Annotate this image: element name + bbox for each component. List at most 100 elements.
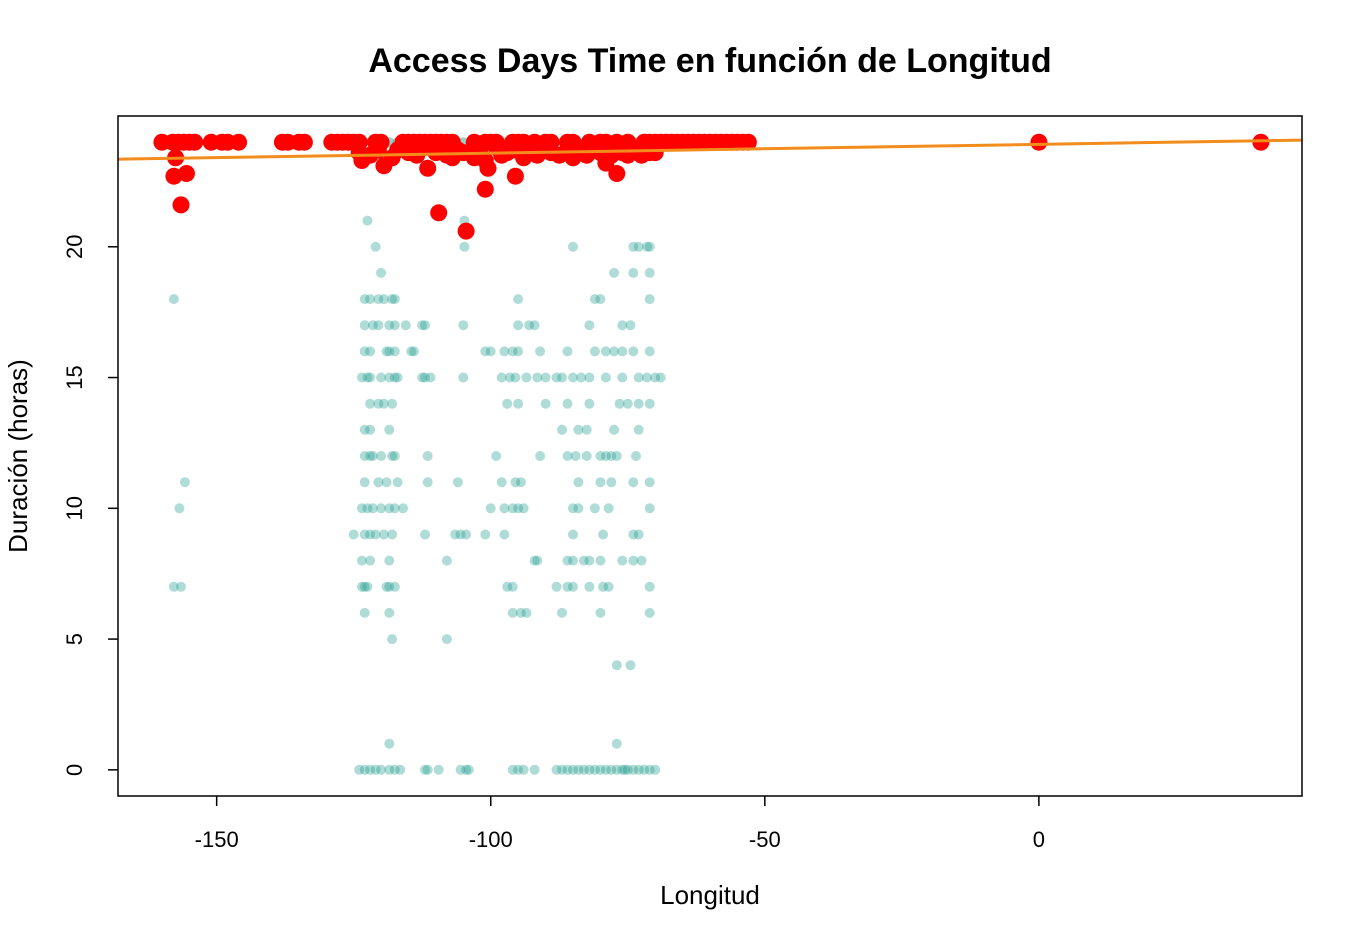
teal-point — [376, 503, 387, 514]
teal-point — [562, 764, 573, 775]
teal-point — [513, 320, 524, 331]
red-point — [476, 180, 494, 198]
red-point — [457, 222, 475, 240]
teal-point — [384, 372, 395, 383]
teal-point — [611, 660, 622, 671]
teal-point — [373, 294, 384, 305]
teal-point — [584, 581, 595, 592]
x-tick-label: -50 — [749, 827, 781, 852]
teal-point — [644, 503, 655, 514]
teal-point — [595, 294, 606, 305]
teal-point — [450, 529, 461, 540]
teal-point — [359, 346, 370, 357]
x-axis-label: Longitud — [660, 880, 760, 910]
teal-point — [568, 764, 578, 775]
teal-point — [455, 764, 466, 775]
teal-point — [576, 372, 587, 383]
teal-point — [584, 372, 595, 383]
teal-point — [384, 320, 395, 331]
teal-point — [633, 241, 644, 252]
teal-point — [622, 764, 633, 775]
plot-frame — [117, 115, 1303, 797]
teal-point — [515, 477, 526, 488]
teal-point — [529, 555, 540, 566]
red-point — [186, 133, 204, 151]
teal-point — [392, 372, 403, 383]
y-tick-label: 20 — [62, 235, 87, 259]
teal-point — [376, 267, 387, 278]
teal-point — [568, 581, 578, 592]
teal-point — [356, 372, 367, 383]
teal-point — [378, 294, 389, 305]
teal-point — [389, 503, 400, 514]
teal-point — [598, 581, 609, 592]
teal-point — [617, 764, 628, 775]
teal-point — [650, 764, 661, 775]
teal-point — [532, 555, 543, 566]
teal-point — [384, 424, 395, 435]
teal-point — [644, 477, 655, 488]
teal-point — [535, 346, 546, 357]
teal-point — [633, 529, 644, 540]
teal-point — [510, 477, 521, 488]
teal-point — [617, 320, 628, 331]
teal-point — [461, 764, 472, 775]
red-point — [479, 159, 497, 177]
teal-point — [507, 581, 518, 592]
teal-point — [459, 241, 470, 252]
teal-point — [628, 241, 639, 252]
y-axis-label: Duración (horas) — [3, 359, 33, 553]
teal-point — [417, 372, 428, 383]
teal-point — [581, 451, 592, 461]
teal-point — [573, 424, 584, 435]
teal-point — [365, 346, 376, 357]
teal-point — [606, 477, 617, 488]
teal-point — [455, 529, 466, 540]
red-point — [419, 159, 437, 177]
teal-point — [365, 529, 376, 540]
teal-point — [598, 529, 609, 540]
teal-point — [359, 764, 370, 775]
teal-point — [521, 372, 532, 383]
teal-point — [389, 372, 400, 383]
red-point — [178, 165, 195, 182]
teal-point — [389, 764, 400, 775]
teal-point — [507, 346, 518, 357]
teal-point — [359, 451, 370, 461]
teal-point — [513, 764, 524, 775]
teal-point — [367, 320, 378, 331]
teal-point — [628, 477, 639, 488]
teal-point — [389, 320, 400, 331]
teal-point — [362, 215, 373, 226]
teal-point — [356, 555, 367, 566]
teal-point — [176, 581, 186, 592]
teal-point — [441, 634, 452, 645]
teal-point — [381, 477, 392, 488]
teal-point — [606, 451, 617, 461]
teal-point — [384, 607, 395, 618]
teal-point — [373, 477, 384, 488]
teal-point — [620, 764, 630, 775]
teal-point — [362, 581, 373, 592]
teal-point — [562, 398, 573, 409]
teal-point — [568, 372, 578, 383]
teal-point — [502, 398, 513, 409]
teal-point — [499, 346, 510, 357]
teal-point — [529, 320, 540, 331]
teal-point — [422, 764, 433, 775]
teal-point — [348, 529, 359, 540]
red-point — [172, 196, 190, 214]
teal-point — [600, 372, 611, 383]
teal-point — [636, 555, 647, 566]
teal-point — [480, 529, 491, 540]
teal-point — [389, 294, 400, 305]
teal-point — [389, 346, 400, 357]
teal-point — [513, 346, 524, 357]
teal-point — [365, 764, 376, 775]
teal-point — [496, 372, 507, 383]
teal-point — [179, 477, 190, 488]
teal-point — [568, 529, 578, 540]
teal-point — [639, 764, 650, 775]
teal-point — [359, 320, 370, 331]
teal-point — [589, 764, 600, 775]
